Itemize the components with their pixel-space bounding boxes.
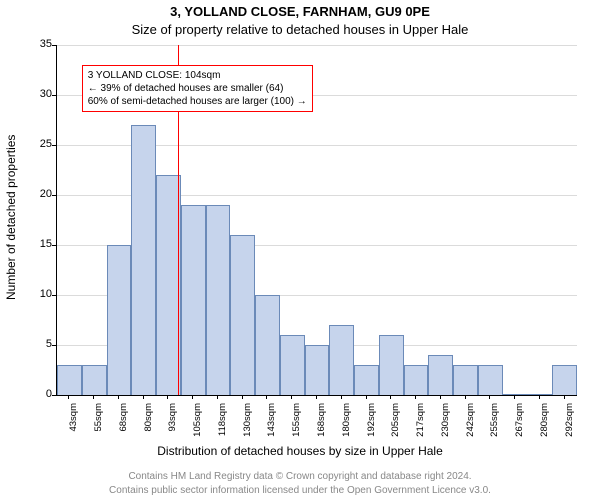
- x-tick-label: 180sqm: [341, 403, 352, 443]
- x-tick-label: 130sqm: [242, 403, 253, 443]
- x-tick-label: 168sqm: [316, 403, 327, 443]
- x-tick-mark: [564, 395, 565, 399]
- x-tick-mark: [465, 395, 466, 399]
- x-tick-mark: [390, 395, 391, 399]
- histogram-bar: [230, 235, 255, 395]
- x-tick-label: 230sqm: [440, 403, 451, 443]
- x-tick-label: 217sqm: [415, 403, 426, 443]
- x-tick-label: 242sqm: [465, 403, 476, 443]
- histogram-bar: [255, 295, 280, 395]
- x-tick-mark: [291, 395, 292, 399]
- x-tick-label: 93sqm: [167, 403, 178, 443]
- y-tick-label: 20: [36, 188, 52, 200]
- x-tick-mark: [514, 395, 515, 399]
- y-tick-mark: [52, 145, 56, 146]
- histogram-bar: [453, 365, 478, 395]
- annotation-box: 3 YOLLAND CLOSE: 104sqm← 39% of detached…: [82, 65, 313, 112]
- x-tick-label: 267sqm: [514, 403, 525, 443]
- x-tick-mark: [242, 395, 243, 399]
- x-tick-label: 105sqm: [192, 403, 203, 443]
- histogram-bar: [57, 365, 82, 395]
- y-tick-label: 30: [36, 88, 52, 100]
- annotation-line: ← 39% of detached houses are smaller (64…: [88, 82, 307, 95]
- histogram-bar: [379, 335, 404, 395]
- x-tick-mark: [366, 395, 367, 399]
- plot-area: 3 YOLLAND CLOSE: 104sqm← 39% of detached…: [56, 45, 577, 396]
- x-tick-mark: [118, 395, 119, 399]
- x-tick-mark: [266, 395, 267, 399]
- y-tick-label: 15: [36, 238, 52, 250]
- y-tick-label: 35: [36, 38, 52, 50]
- x-tick-label: 255sqm: [489, 403, 500, 443]
- y-tick-mark: [52, 345, 56, 346]
- histogram-bar: [206, 205, 231, 395]
- histogram-bar: [552, 365, 577, 395]
- y-tick-mark: [52, 195, 56, 196]
- x-tick-label: 280sqm: [539, 403, 550, 443]
- x-tick-mark: [192, 395, 193, 399]
- histogram-bar: [131, 125, 156, 395]
- y-tick-mark: [52, 395, 56, 396]
- x-tick-label: 68sqm: [118, 403, 129, 443]
- y-tick-mark: [52, 295, 56, 296]
- x-tick-mark: [93, 395, 94, 399]
- annotation-line: 60% of semi-detached houses are larger (…: [88, 95, 307, 108]
- histogram-bar: [181, 205, 206, 395]
- histogram-bar: [404, 365, 429, 395]
- x-tick-mark: [143, 395, 144, 399]
- x-tick-mark: [440, 395, 441, 399]
- histogram-bar: [478, 365, 503, 395]
- x-tick-label: 192sqm: [366, 403, 377, 443]
- histogram-bar: [82, 365, 107, 395]
- x-tick-label: 55sqm: [93, 403, 104, 443]
- x-tick-mark: [341, 395, 342, 399]
- footer-line-2: Contains public sector information licen…: [0, 485, 600, 496]
- histogram-bar: [527, 394, 552, 395]
- histogram-bar: [107, 245, 132, 395]
- histogram-bar: [329, 325, 354, 395]
- y-tick-mark: [52, 45, 56, 46]
- chart-title-1: 3, YOLLAND CLOSE, FARNHAM, GU9 0PE: [0, 4, 600, 19]
- y-tick-mark: [52, 245, 56, 246]
- y-tick-label: 25: [36, 138, 52, 150]
- histogram-bar: [305, 345, 330, 395]
- y-axis-label: Number of detached properties: [4, 135, 18, 300]
- gridline: [57, 45, 577, 46]
- x-tick-label: 205sqm: [390, 403, 401, 443]
- histogram-bar: [156, 175, 181, 395]
- x-tick-mark: [539, 395, 540, 399]
- x-tick-label: 155sqm: [291, 403, 302, 443]
- y-tick-label: 10: [36, 288, 52, 300]
- histogram-bar: [428, 355, 453, 395]
- x-tick-mark: [68, 395, 69, 399]
- y-tick-mark: [52, 95, 56, 96]
- x-tick-mark: [415, 395, 416, 399]
- histogram-bar: [280, 335, 305, 395]
- x-tick-mark: [489, 395, 490, 399]
- chart-title-2: Size of property relative to detached ho…: [0, 22, 600, 37]
- histogram-bar: [354, 365, 379, 395]
- x-tick-label: 43sqm: [68, 403, 79, 443]
- footer-line-1: Contains HM Land Registry data © Crown c…: [0, 471, 600, 482]
- x-tick-label: 80sqm: [143, 403, 154, 443]
- x-tick-label: 143sqm: [266, 403, 277, 443]
- y-tick-label: 5: [36, 338, 52, 350]
- x-tick-mark: [316, 395, 317, 399]
- annotation-line: 3 YOLLAND CLOSE: 104sqm: [88, 69, 307, 82]
- x-tick-mark: [217, 395, 218, 399]
- x-axis-label: Distribution of detached houses by size …: [0, 444, 600, 458]
- x-tick-mark: [167, 395, 168, 399]
- y-tick-label: 0: [36, 388, 52, 400]
- x-tick-label: 292sqm: [564, 403, 575, 443]
- x-tick-label: 118sqm: [217, 403, 228, 443]
